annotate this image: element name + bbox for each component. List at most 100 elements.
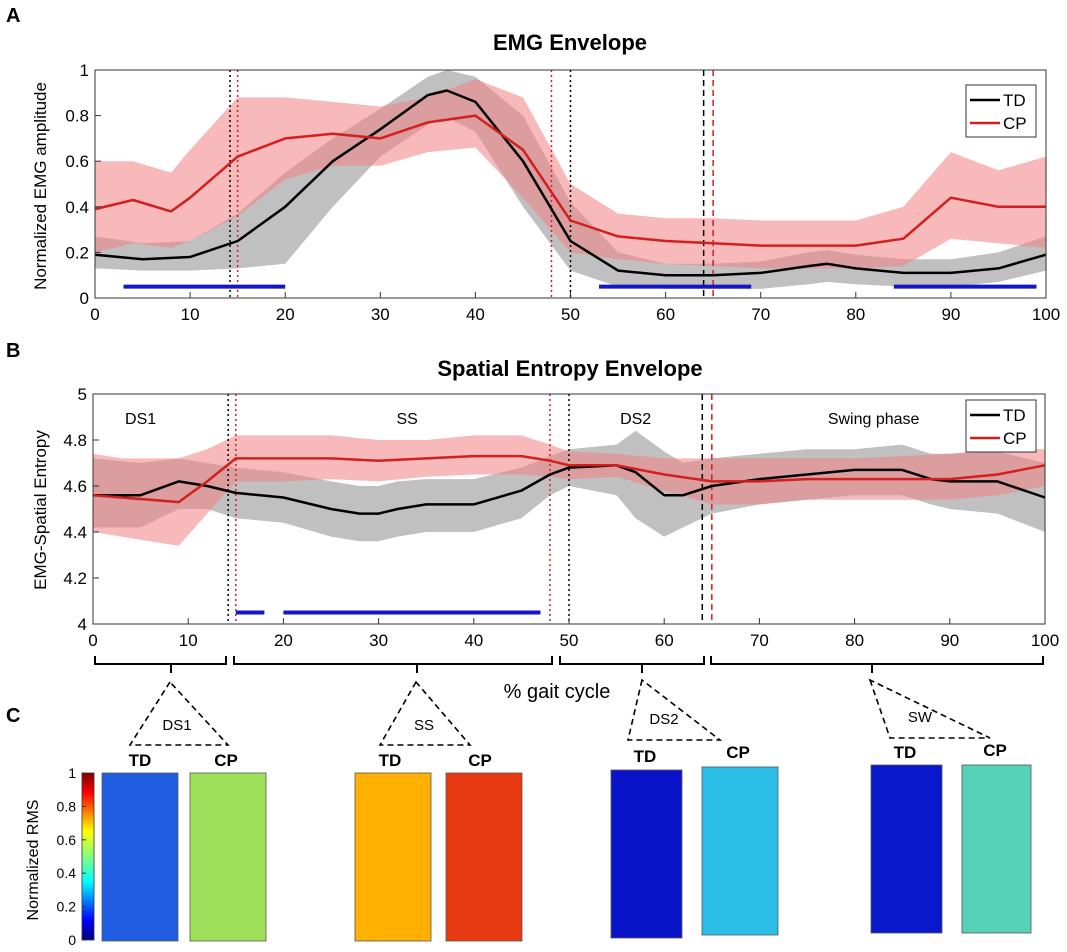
- heatmap-ds1-cp: [189, 772, 267, 942]
- triangle-ds1-label: DS1: [162, 717, 191, 734]
- chart-a-legend: TD CP: [965, 84, 1037, 138]
- panel-label-b: B: [6, 340, 20, 362]
- panel-label-a: A: [6, 5, 20, 27]
- ss-td-label: TD: [379, 751, 402, 770]
- chart-a-frame: [94, 69, 1047, 299]
- chart-a-line-cp: [94, 114, 1046, 247]
- chart-b-xtick-label-0: 0: [88, 631, 97, 650]
- chart-a-ytick-label-3: 0.6: [65, 152, 89, 171]
- chart-b-legend: TD CP: [965, 399, 1037, 453]
- phase-brackets: [94, 656, 1044, 673]
- bracket-ds1: [94, 656, 227, 665]
- chart-b-band-cp: [93, 435, 1045, 546]
- chart-a-ytick-label-2: 0.4: [65, 198, 89, 217]
- chart-b-line-cp: [92, 454, 1046, 504]
- heatmap-ds1-td: [101, 772, 179, 942]
- heatmap-sw-td: [870, 764, 943, 934]
- chart-a-title: EMG Envelope: [493, 30, 647, 55]
- chart-b-xtick-label-6: 60: [655, 631, 674, 650]
- triangle-ss: [378, 680, 472, 746]
- bracket-ss: [233, 656, 553, 665]
- chart-b-phase-label-2: DS2: [620, 411, 651, 428]
- chart-b-ytick-label-4: 4.8: [63, 431, 87, 450]
- spatial-entropy-chart: Spatial Entropy Envelope EMG-Spatial Ent…: [31, 356, 1059, 703]
- chart-b-xtick-label-10: 100: [1031, 631, 1059, 650]
- colorbar-tick-label-2: 0.4: [57, 865, 77, 881]
- chart-b-legend-box: [965, 399, 1037, 453]
- triangle-ds1: [128, 680, 230, 746]
- rms-heatmaps: Normalized RMS 0 0.2 0.4 0.6 0.8 1 TD CP TD C…: [25, 741, 1032, 948]
- heatmap-ds2-td: [610, 769, 683, 939]
- colorbar-tick-label-0: 0: [68, 932, 76, 948]
- chart-b-ylabel: EMG-Spatial Entropy: [31, 430, 50, 590]
- heatmap-ss-td: [354, 772, 432, 942]
- chart-b-ytick-label-1: 4.2: [63, 569, 87, 588]
- legend-b-td: TD: [1003, 406, 1026, 425]
- heatmap-sw-cp: [961, 764, 1032, 934]
- chart-b-xtick-label-5: 50: [560, 631, 579, 650]
- chart-a-xtick-label-4: 40: [466, 305, 485, 324]
- chart-a-xtick-label-2: 20: [276, 305, 295, 324]
- chart-b-xtick-label-9: 90: [940, 631, 959, 650]
- chart-a-legend-box: [965, 84, 1037, 138]
- chart-b-xtick-label-2: 20: [274, 631, 293, 650]
- chart-a-xtick-label-0: 0: [90, 305, 99, 324]
- heatmap-ds2-cp: [701, 766, 779, 936]
- colorbar-tick-label-4: 0.8: [57, 798, 77, 814]
- legend-a-cp: CP: [1003, 114, 1027, 133]
- chart-a-xtick-label-7: 70: [751, 305, 770, 324]
- triangle-ss-label: SS: [414, 717, 434, 734]
- chart-b-ytick-label-2: 4.4: [63, 523, 87, 542]
- chart-b-xtick-label-1: 10: [179, 631, 198, 650]
- legend-b-cp: CP: [1003, 429, 1027, 448]
- chart-a-ytick-label-5: 1: [80, 61, 89, 80]
- chart-b-line-td: [93, 464, 1046, 515]
- chart-a-xtick-label-9: 90: [941, 305, 960, 324]
- chart-b-phase-label-0: DS1: [125, 411, 156, 428]
- ds1-cp-label: CP: [214, 751, 238, 770]
- chart-b-frame: [92, 393, 1046, 625]
- chart-a-xtick-label-5: 50: [561, 305, 580, 324]
- chart-b-ytick-label-5: 5: [78, 385, 87, 404]
- chart-a-band-cp: [95, 79, 1046, 269]
- emg-envelope-chart: EMG Envelope Normalized EMG amplitude 0 1…: [31, 30, 1060, 324]
- ss-cp-label: CP: [468, 751, 492, 770]
- legend-a-td: TD: [1003, 91, 1026, 110]
- chart-a-xtick-label-6: 60: [656, 305, 675, 324]
- triangle-sw-label: SW: [908, 709, 933, 726]
- colorbar-label: Normalized RMS: [25, 800, 42, 921]
- bracket-ds2: [559, 656, 705, 665]
- sw-td-label: TD: [894, 743, 917, 762]
- bracket-sw: [710, 656, 1044, 665]
- chart-b-title: Spatial Entropy Envelope: [437, 356, 702, 381]
- chart-a-xtick-label-8: 80: [846, 305, 865, 324]
- chart-b-ytick-label-0: 4: [78, 615, 87, 634]
- chart-b-xtick-label-4: 40: [464, 631, 483, 650]
- chart-a-xtick-label-3: 30: [371, 305, 390, 324]
- chart-a-ylabel: Normalized EMG amplitude: [31, 82, 50, 290]
- chart-b-xlabel: % gait cycle: [504, 681, 611, 703]
- triangle-sw: [868, 678, 991, 739]
- ds2-cp-label: CP: [726, 743, 750, 762]
- ds2-td-label: TD: [634, 747, 657, 766]
- chart-b-xtick-label-8: 80: [845, 631, 864, 650]
- colorbar: [81, 772, 95, 941]
- chart-a-xtick-label-1: 10: [181, 305, 200, 324]
- sw-cp-label: CP: [983, 741, 1007, 760]
- chart-b-xtick-label-7: 70: [750, 631, 769, 650]
- colorbar-tick-label-5: 1: [68, 765, 76, 781]
- chart-b-phase-label-3: Swing phase: [828, 411, 920, 428]
- chart-a-ytick-label-0: 0: [80, 289, 89, 308]
- chart-a-ytick-label-1: 0.2: [65, 243, 89, 262]
- ds1-td-label: TD: [129, 751, 152, 770]
- colorbar-tick-label-1: 0.2: [57, 899, 77, 915]
- chart-b-xtick-label-3: 30: [369, 631, 388, 650]
- panel-label-c: C: [6, 705, 20, 727]
- chart-a-line-td: [94, 89, 1047, 277]
- triangle-ds2: [626, 678, 723, 741]
- zoom-triangles: [128, 678, 991, 746]
- chart-a-ytick-label-4: 0.8: [65, 107, 89, 126]
- chart-b-ytick-label-3: 4.6: [63, 477, 87, 496]
- heatmap-ss-cp: [445, 772, 523, 942]
